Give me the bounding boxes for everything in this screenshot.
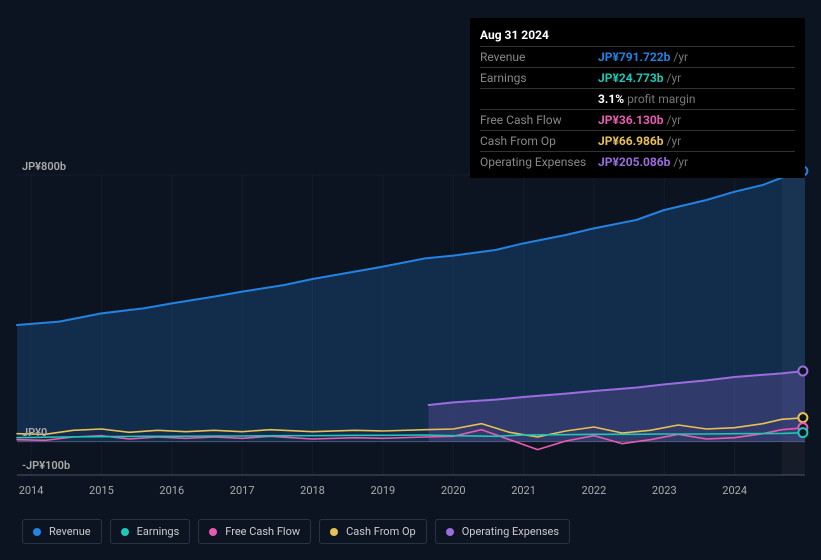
legend-swatch	[446, 528, 454, 536]
tooltip-date: Aug 31 2024	[480, 24, 795, 47]
tooltip-row-suffix: profit margin	[627, 92, 695, 106]
legend-item-cashop[interactable]: Cash From Op	[319, 519, 427, 544]
legend-item-fcf[interactable]: Free Cash Flow	[198, 519, 311, 544]
x-axis-label: 2022	[582, 484, 607, 497]
x-axis-label: 2024	[722, 484, 747, 497]
tooltip-row-label: Revenue	[480, 50, 598, 64]
x-axis-label: 2023	[652, 484, 677, 497]
x-axis-label: 2018	[300, 484, 325, 497]
tooltip-row-value: JP¥205.086b	[598, 155, 670, 169]
tooltip-row: 3.1%profit margin	[480, 89, 795, 110]
x-axis-label: 2019	[370, 484, 395, 497]
tooltip-row-value: JP¥36.130b	[598, 113, 664, 127]
legend-label: Revenue	[49, 525, 91, 538]
tooltip-row-label: Cash From Op	[480, 134, 598, 148]
x-axis-label: 2015	[89, 484, 114, 497]
tooltip-row-value: JP¥791.722b	[598, 50, 670, 64]
tooltip-row-suffix: /yr	[667, 134, 682, 148]
legend-label: Operating Expenses	[462, 525, 559, 538]
legend-label: Free Cash Flow	[225, 525, 300, 538]
tooltip-row: Free Cash FlowJP¥36.130b/yr	[480, 110, 795, 131]
x-axis-label: 2021	[511, 484, 536, 497]
legend-swatch	[330, 528, 338, 536]
tooltip-row: Operating ExpensesJP¥205.086b/yr	[480, 152, 795, 172]
legend-item-revenue[interactable]: Revenue	[22, 519, 102, 544]
tooltip-row-suffix: /yr	[667, 71, 682, 85]
legend-item-earnings[interactable]: Earnings	[110, 519, 191, 544]
tooltip-row-suffix: /yr	[673, 50, 688, 64]
chart-tooltip: Aug 31 2024 RevenueJP¥791.722b/yrEarning…	[470, 18, 805, 178]
tooltip-row: Cash From OpJP¥66.986b/yr	[480, 131, 795, 152]
tooltip-row-label: Operating Expenses	[480, 155, 598, 169]
x-axis-label: 2020	[441, 484, 466, 497]
tooltip-row-value: 3.1%	[598, 92, 624, 106]
legend-swatch	[121, 528, 129, 536]
legend-label: Cash From Op	[346, 525, 416, 538]
x-axis-label: 2016	[159, 484, 184, 497]
legend-swatch	[209, 528, 217, 536]
tooltip-row: RevenueJP¥791.722b/yr	[480, 47, 795, 68]
tooltip-row-label: Earnings	[480, 71, 598, 85]
tooltip-row-value: JP¥24.773b	[598, 71, 664, 85]
tooltip-row-label: Free Cash Flow	[480, 113, 598, 127]
y-axis-label: -JP¥100b	[22, 459, 70, 472]
tooltip-row-suffix: /yr	[673, 155, 688, 169]
y-axis-label: JP¥800b	[22, 160, 66, 173]
x-axis-label: 2014	[19, 484, 44, 497]
y-axis-label: JP¥0	[22, 426, 47, 439]
legend-label: Earnings	[137, 525, 180, 538]
tooltip-row-suffix: /yr	[667, 113, 682, 127]
x-axis-label: 2017	[230, 484, 255, 497]
legend-item-opex[interactable]: Operating Expenses	[435, 519, 570, 544]
tooltip-row-label	[480, 92, 598, 106]
legend-swatch	[33, 528, 41, 536]
chart-legend: Revenue Earnings Free Cash Flow Cash From O…	[22, 519, 570, 544]
tooltip-row: EarningsJP¥24.773b/yr	[480, 68, 795, 89]
tooltip-row-value: JP¥66.986b	[598, 134, 664, 148]
